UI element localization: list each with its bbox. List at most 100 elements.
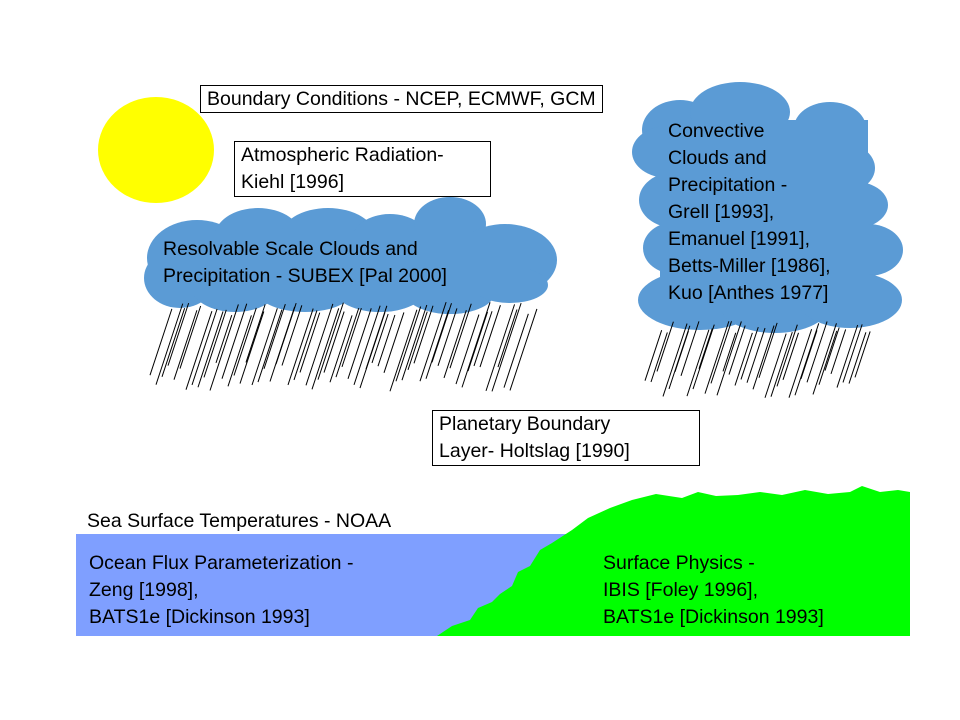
pbl-line-1: Planetary Boundary xyxy=(439,413,611,435)
rain-streak xyxy=(347,308,372,379)
rain-streak xyxy=(644,330,663,381)
rain-streak xyxy=(656,321,674,372)
rain-streak xyxy=(293,310,318,381)
rain-streak xyxy=(155,303,184,385)
convective-line-4: Grell [1993], xyxy=(668,201,775,223)
rain-streak xyxy=(770,331,793,397)
rain-streak xyxy=(341,307,362,368)
rain-streak xyxy=(419,301,447,382)
rain-streak xyxy=(473,311,493,367)
pbl-box: Planetary Boundary Layer- Holtslag [1990… xyxy=(432,410,700,466)
rain-streak xyxy=(443,310,467,379)
rain-streak xyxy=(221,303,248,379)
rain-streak xyxy=(215,314,233,364)
rain-streak xyxy=(167,302,190,366)
rain-streak xyxy=(353,305,381,386)
rain-streak xyxy=(800,330,818,379)
rain-streak xyxy=(407,311,428,371)
rain-streak xyxy=(830,329,847,375)
rain-streak xyxy=(263,303,286,369)
rain-streak xyxy=(233,307,257,376)
rain-streak xyxy=(257,309,283,383)
rain-streak xyxy=(377,314,396,367)
convective-line-2: Clouds and xyxy=(668,147,767,169)
surface-physics-line-2: IBIS [Foley 1996], xyxy=(603,579,759,601)
convective-line-3: Precipitation - xyxy=(668,174,788,196)
convective-line-1: Convective xyxy=(668,120,765,142)
rain-streak xyxy=(251,308,278,386)
rain-streak xyxy=(764,333,787,398)
rain-streak xyxy=(692,324,715,390)
ocean-flux-line-3: BATS1e [Dickinson 1993] xyxy=(89,606,310,628)
rain-streak xyxy=(149,308,173,376)
rain-streak xyxy=(197,311,224,388)
boundary-conditions-label: Boundary Conditions - NCEP, ECMWF, GCM xyxy=(207,88,596,110)
rain-streak xyxy=(395,306,422,382)
rain-streak xyxy=(185,311,213,390)
rain-streak xyxy=(281,305,303,366)
rain-streak xyxy=(299,312,321,373)
rain-streak xyxy=(389,309,418,392)
radiation-line-2: Kiehl [1996] xyxy=(241,171,344,193)
convective-cloud-shape xyxy=(632,82,903,333)
resolvable-line-2: Precipitation - SUBEX [Pal 2000] xyxy=(163,265,447,287)
ocean-flux-text: Ocean Flux Parameterization - Zeng [1998… xyxy=(89,550,353,631)
rain-streak xyxy=(275,302,297,365)
rain-streak xyxy=(722,332,737,372)
rain-streak xyxy=(425,310,450,379)
rain-streak xyxy=(758,322,778,378)
rain-streak xyxy=(746,327,766,383)
resolvable-clouds-text: Resolvable Scale Clouds and Precipitatio… xyxy=(163,236,447,290)
rain-streak xyxy=(491,302,522,392)
rain-streak xyxy=(788,329,813,398)
rain-streak xyxy=(818,330,838,385)
pbl-line-2: Layer- Holtslag [1990] xyxy=(439,440,630,462)
sst-text: Sea Surface Temperatures - NOAA xyxy=(87,510,392,532)
rain-streak xyxy=(467,311,489,372)
rain-streak xyxy=(365,305,388,370)
rain-streak xyxy=(485,304,516,392)
rain-streak xyxy=(812,323,837,395)
radiation-box: Atmospheric Radiation- Kiehl [1996] xyxy=(234,141,491,197)
rain-streak xyxy=(704,321,730,394)
rain-streak xyxy=(740,326,759,380)
rain-streak xyxy=(401,304,428,381)
rain-streak xyxy=(239,311,265,384)
rain-streak xyxy=(794,323,820,396)
rain-streak xyxy=(209,304,239,391)
rain-streak xyxy=(698,328,713,369)
boundary-conditions-box: Boundary Conditions - NCEP, ECMWF, GCM xyxy=(200,85,603,113)
land-region xyxy=(437,486,910,636)
rain-streak xyxy=(686,329,710,397)
radiation-line-1: Atmospheric Radiation- xyxy=(241,144,444,166)
rain-streak xyxy=(317,302,344,380)
sun-icon xyxy=(98,97,214,203)
convective-line-6: Betts-Miller [1986], xyxy=(668,255,831,277)
rain-streak xyxy=(245,304,266,363)
resolvable-line-1: Resolvable Scale Clouds and xyxy=(163,238,418,260)
rain-streak xyxy=(305,303,334,386)
convective-line-7: Kuo [Anthes 1977] xyxy=(668,282,829,304)
rain-streak xyxy=(371,313,389,364)
surface-physics-line-3: BATS1e [Dickinson 1993] xyxy=(603,606,824,628)
rain-left xyxy=(149,301,538,392)
rain-streak xyxy=(323,311,345,373)
rain-streak xyxy=(650,332,668,383)
rain-streak xyxy=(479,305,501,368)
rain-streak xyxy=(497,309,518,368)
rain-streak xyxy=(509,308,538,391)
rain-streak xyxy=(806,321,828,383)
sst-label: Sea Surface Temperatures - NOAA xyxy=(87,508,391,535)
rain-streak xyxy=(716,321,742,396)
rain-streak xyxy=(836,324,859,388)
rain-streak xyxy=(728,325,746,375)
rain-streak xyxy=(329,315,353,383)
rain-streak xyxy=(179,305,202,369)
rain-streak xyxy=(824,327,840,371)
rain-streak xyxy=(662,323,688,397)
rain-streak xyxy=(674,330,689,372)
rain-streak xyxy=(455,314,480,385)
surface-physics-text: Surface Physics - IBIS [Foley 1996], BAT… xyxy=(603,550,824,631)
resolvable-cloud-shape xyxy=(144,197,557,314)
